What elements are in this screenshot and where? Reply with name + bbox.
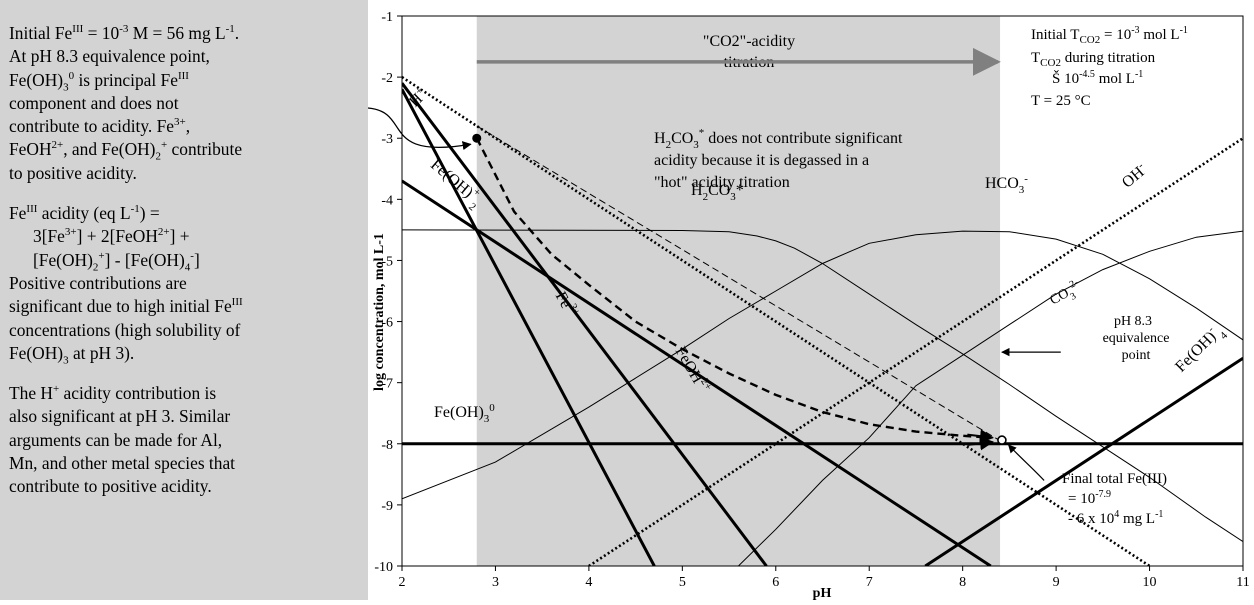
- hco3-label: HCO3-: [985, 173, 1028, 196]
- explanation-text: Initial FeIII = 10-3 M = 56 mg L-1. At p…: [9, 22, 361, 516]
- y-tick-label: -5: [381, 254, 393, 269]
- start-pointer-arrow: [368, 107, 472, 151]
- titration-tco2-label: TCO2 during titration: [1031, 50, 1156, 69]
- end-arrow-lower: [967, 436, 994, 451]
- x-tick-label: 11: [1236, 575, 1249, 590]
- h2co3-label: H2CO3*: [691, 182, 744, 203]
- concentration-ph-chart: 2 3 4 5 6 7 8 9 10 11 -1 -2 -3 -4 -5 -6 -7 -8 -9 -10 log co…: [368, 10, 1250, 601]
- start-point: [472, 133, 482, 143]
- equivalence-label-line1: pH 8.3: [1114, 314, 1152, 329]
- titration-region: [476, 16, 1001, 566]
- explanation-panel: Initial FeIII = 10-3 M = 56 mg L-1. At p…: [0, 0, 368, 600]
- y-tick-label: -3: [381, 132, 393, 147]
- paragraph-h-plus: The H+ acidity contribution is also sign…: [9, 383, 236, 497]
- x-tick-label: 9: [1053, 575, 1060, 590]
- y-tick-label: -6: [381, 316, 393, 331]
- paragraph-acidity-formula: FeIII acidity (eq L-1) = 3[Fe3+] + 2[FeO…: [9, 203, 243, 367]
- end-point: [997, 435, 1007, 445]
- h2co3-note-line2: acidity because it is degassed in a: [654, 152, 869, 169]
- x-tick-label: 5: [679, 575, 686, 590]
- y-tick-label: -1: [381, 10, 393, 25]
- y-tick-label: -9: [381, 499, 393, 514]
- paragraph-iron-initial: Initial FeIII = 10-3 M = 56 mg L-1. At p…: [9, 23, 243, 183]
- series-thin-dashed: [476, 125, 1001, 442]
- equivalence-label-line3: point: [1122, 348, 1151, 363]
- series-fe3-: [402, 88, 656, 566]
- y-axis-label: log concentration, mol L-1: [372, 233, 387, 391]
- x-tick-label: 7: [866, 575, 873, 590]
- titration-tco2-value: Š 10-4.5 mol L-1: [1052, 69, 1143, 87]
- x-tick-label: 2: [399, 575, 406, 590]
- titration-label-line1: "CO2"-acidity: [703, 33, 795, 50]
- y-tick-label: -7: [381, 377, 393, 392]
- plot-frame: [401, 15, 1244, 567]
- x-tick-label: 10: [1143, 575, 1157, 590]
- series-h2co3-: [402, 229, 1243, 543]
- y-tick-label: -2: [381, 71, 393, 86]
- x-tick-label: 8: [959, 575, 966, 590]
- final-fe-line3: - 6 x 104 mg L-1: [1068, 509, 1163, 527]
- initial-tco2-label: Initial TCO2 = 10-3 mol L-1: [1031, 25, 1188, 46]
- series-h-: [402, 76, 1151, 566]
- x-tick-label: 6: [772, 575, 779, 590]
- fe3-plus-label: Fe3+: [552, 288, 583, 322]
- series-co3-2-: [738, 230, 1243, 566]
- y-tick-label: -8: [381, 438, 393, 453]
- series-feoh2-: [402, 82, 768, 566]
- series-hco3-: [402, 230, 1243, 500]
- series-total-fe: [475, 137, 991, 439]
- final-fe-pointer: [1008, 444, 1045, 481]
- series-fe-oh-4-: [924, 356, 1243, 566]
- oh-minus-label: OH-: [1118, 160, 1151, 192]
- y-tick-label: -10: [374, 560, 393, 575]
- final-fe-line1: Final total Fe(III): [1062, 471, 1167, 487]
- feoh3-zero-label: Fe(OH)30: [434, 402, 495, 425]
- h2co3-note-line3: "hot" acidity titration: [654, 174, 790, 191]
- temperature-label: T = 25 °C: [1031, 93, 1091, 109]
- h2co3-note-line1: H2CO3* does not contribute significant: [654, 127, 903, 151]
- series-fe-oh-2-: [402, 179, 992, 566]
- h-plus-label: H+: [405, 85, 431, 111]
- x-tick-label: 3: [492, 575, 499, 590]
- equivalence-label-line2: equivalence: [1103, 331, 1170, 346]
- x-tick-label: 4: [585, 575, 592, 590]
- y-tick-label: -4: [381, 193, 393, 208]
- x-axis-label: pH: [813, 586, 832, 601]
- final-fe-line2: = 10-7.9: [1068, 489, 1111, 507]
